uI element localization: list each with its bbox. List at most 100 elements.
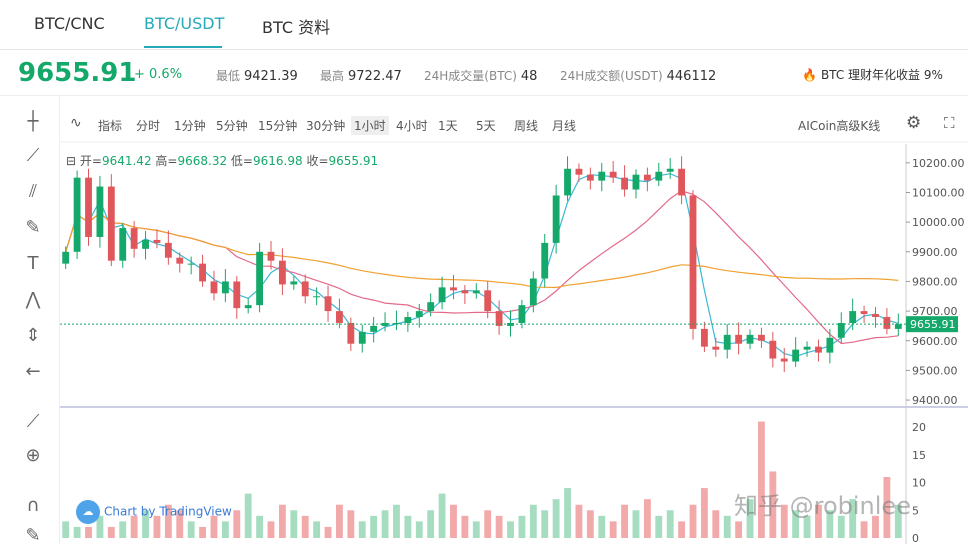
y-tick-label: 9900.00 (912, 246, 958, 259)
interval-weekly[interactable]: 周线 (514, 119, 539, 133)
crosshair-icon[interactable]: ┼ (27, 111, 39, 132)
interval-1h[interactable]: 1小时 (351, 116, 389, 135)
candle-body (404, 317, 412, 323)
close-value: 9655.91 (328, 154, 379, 168)
interval-5m[interactable]: 5分钟 (216, 119, 248, 133)
interval-15m[interactable]: 15分钟 (258, 119, 298, 133)
volume-bar (700, 488, 708, 538)
candle-body (199, 263, 206, 282)
volume-bar (256, 515, 264, 538)
low-value: 9421.39 (244, 69, 298, 84)
tradingview-badge[interactable]: ☁ Chart by TradingView (76, 500, 232, 524)
volume-bar (632, 510, 640, 538)
volume-bar (324, 526, 332, 538)
open-label: 开= (79, 154, 102, 168)
volume-bar (598, 515, 606, 538)
magnet-icon[interactable]: ∩ (26, 495, 40, 516)
candle-body (495, 311, 503, 326)
interval-1m[interactable]: 1分钟 (174, 119, 206, 133)
volume-bar (860, 521, 868, 538)
measure-icon[interactable]: ⇕ (25, 325, 41, 346)
tab-btc-info[interactable]: BTC 资料 (262, 18, 331, 37)
lock-icon[interactable]: ✎ (25, 525, 41, 546)
brush-icon[interactable]: ✎ (25, 217, 41, 238)
candle-body (815, 346, 822, 353)
candle-body (632, 174, 640, 190)
legend-toggle-icon[interactable]: ⊟ (66, 154, 77, 168)
text-icon[interactable]: T (27, 253, 39, 274)
candle-body (472, 290, 480, 294)
y-tick-label: 9500.00 (912, 364, 958, 377)
volume-bar (678, 521, 686, 538)
candle-body (894, 324, 902, 329)
volume-bar (780, 504, 788, 538)
fullscreen-icon[interactable]: ⛶ (944, 114, 955, 132)
indicator-button[interactable]: 指标 (98, 119, 123, 133)
volume-bar (107, 526, 115, 538)
trend-line-icon[interactable]: ⟋ (26, 145, 40, 166)
indicator-icon[interactable]: ∿ (70, 115, 82, 131)
interval-1d[interactable]: 1天 (438, 119, 458, 133)
y-tick-label: 10000.00 (912, 216, 965, 229)
volume-bar (484, 510, 492, 538)
candle-body (723, 334, 731, 350)
candle-body (119, 228, 127, 261)
candle-body (336, 311, 343, 323)
candle-body (153, 239, 161, 243)
interval-timeline[interactable]: 分时 (136, 119, 161, 133)
active-tab-indicator (144, 46, 222, 48)
volume-bar (826, 510, 834, 538)
volume-btc-label: 24H成交量(BTC) (424, 69, 517, 83)
candle-body (621, 177, 628, 190)
volume-usdt-value: 446112 (666, 69, 717, 84)
candle-body (415, 311, 423, 318)
volume-bar (358, 521, 366, 538)
tab-btc-usdt[interactable]: BTC/USDT (144, 14, 225, 33)
candle-body (575, 168, 583, 175)
ma-fast-line (65, 173, 899, 358)
candle-body (643, 174, 651, 181)
volume-bar (883, 477, 891, 538)
ruler-icon[interactable]: ⟋ (26, 411, 40, 432)
volume-bar (233, 510, 241, 538)
yield-promo-link[interactable]: 🔥 BTC 理财年化收益 9% (802, 66, 943, 83)
volume-bar (153, 515, 161, 538)
candle-body (666, 168, 674, 172)
last-price-label: 9655.91 (910, 318, 956, 331)
pattern-icon[interactable]: ⋀ (25, 289, 41, 310)
candle-body (678, 168, 686, 196)
candle-body (872, 314, 879, 318)
candle-body (712, 346, 720, 350)
low-label: 低= (230, 154, 253, 168)
advanced-kline-link[interactable]: AICoin高级K线 (798, 119, 881, 133)
candle-body (130, 228, 138, 249)
yield-promo-text: BTC 理财年化收益 9% (820, 68, 943, 82)
interval-monthly[interactable]: 月线 (552, 119, 577, 133)
interval-4h[interactable]: 4小时 (396, 119, 428, 133)
volume-btc-value: 48 (520, 69, 538, 84)
volume-bar (609, 521, 617, 538)
low-stat: 最低 9421.39 (216, 67, 298, 84)
last-price-badge (906, 316, 958, 333)
volume-bar (723, 515, 731, 538)
candle-body (62, 251, 70, 264)
zoom-in-icon[interactable]: ⊕ (25, 445, 41, 466)
candle-body (278, 260, 286, 285)
volume-bar (393, 504, 400, 538)
interval-30m[interactable]: 30分钟 (306, 119, 346, 133)
volume-bar (529, 504, 537, 538)
candle-body (883, 317, 891, 329)
volume-bar (666, 510, 674, 538)
volume-bar (564, 488, 571, 538)
y-tick-label: 9400.00 (912, 394, 958, 407)
volume-bar (313, 521, 321, 538)
back-arrow-icon[interactable]: ← (25, 361, 41, 382)
interval-5d[interactable]: 5天 (476, 119, 496, 133)
tab-btc-cnc[interactable]: BTC/CNC (34, 14, 105, 33)
volume-bar (336, 504, 343, 538)
volume-bar (472, 521, 480, 538)
interval-bar: ∿ 指标 分时 1分钟 5分钟 15分钟 30分钟 1小时 4小时 1天 5天 … (62, 112, 962, 138)
settings-gear-icon[interactable]: ⚙ (906, 113, 922, 133)
fib-icon[interactable]: ⫽ (28, 181, 38, 202)
